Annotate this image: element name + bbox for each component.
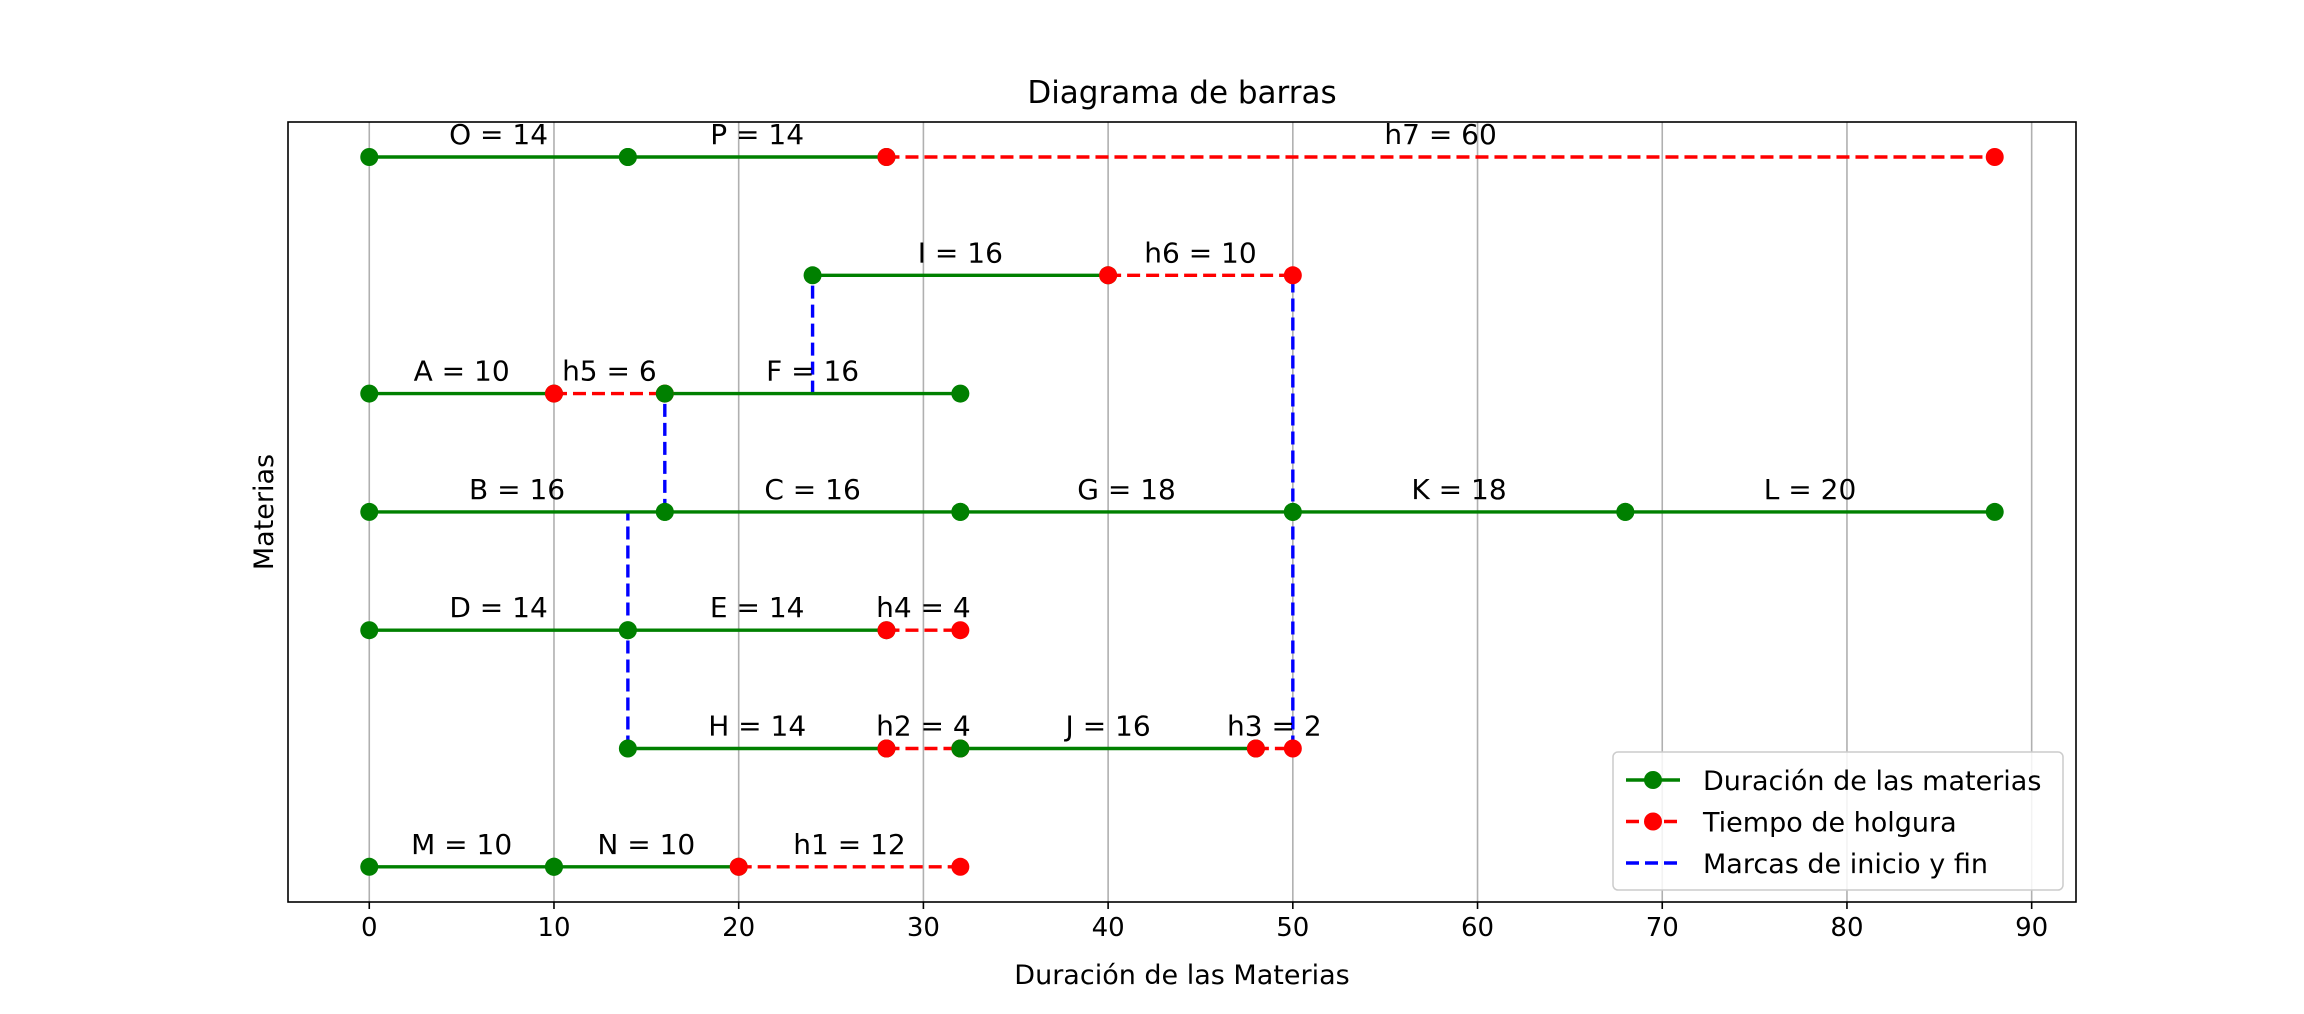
- legend: Duración de las materias Tiempo de holgur…: [1612, 751, 2064, 891]
- slack-point: [1246, 739, 1265, 758]
- segment-label: G = 18: [1077, 473, 1176, 506]
- duration-point: [655, 384, 674, 403]
- legend-marker-duration: [1644, 771, 1662, 789]
- slack-point: [877, 739, 896, 758]
- slack-point: [951, 857, 970, 876]
- slack-point: [877, 148, 896, 166]
- segment-label: J = 16: [1064, 710, 1151, 743]
- duration-point: [360, 502, 379, 521]
- duration-point: [360, 621, 379, 640]
- legend-label: Duración de las materias: [1703, 766, 2041, 797]
- x-tick-label: 50: [1276, 913, 1309, 943]
- x-tick-label: 30: [907, 913, 940, 943]
- legend-label: Tiempo de holgura: [1702, 808, 1957, 839]
- segment-label: M = 10: [411, 828, 512, 861]
- segment-label: h1 = 12: [793, 828, 905, 861]
- duration-point: [655, 502, 674, 521]
- segment-label: C = 16: [764, 473, 860, 506]
- slack-point: [1283, 739, 1302, 758]
- duration-point: [544, 857, 563, 876]
- legend-label: Marcas de inicio y fin: [1703, 849, 1988, 880]
- slack-point: [877, 621, 896, 640]
- segment-points: [360, 148, 2004, 876]
- slack-point: [1099, 266, 1118, 285]
- segment-label: h3 = 2: [1227, 710, 1322, 743]
- duration-point: [1616, 502, 1635, 521]
- x-tick-label: 60: [1461, 913, 1494, 943]
- x-tick-label: 40: [1092, 913, 1125, 943]
- segment-label: h7 = 60: [1384, 118, 1496, 151]
- duration-point: [951, 384, 970, 403]
- duration-point: [618, 148, 637, 166]
- segment-label: F = 16: [766, 355, 859, 388]
- legend-marker-slack: [1644, 812, 1662, 831]
- duration-point: [1283, 502, 1302, 521]
- slack-point: [1283, 266, 1302, 285]
- segment-label: D = 14: [449, 591, 547, 624]
- duration-point: [360, 148, 379, 166]
- segment-label: P = 14: [710, 118, 804, 151]
- x-tick-label: 90: [2015, 913, 2048, 943]
- slack-point: [544, 384, 563, 403]
- segment-label: H = 14: [708, 710, 806, 743]
- segment-label: K = 18: [1411, 473, 1506, 506]
- x-tick-label: 80: [1830, 913, 1863, 943]
- slack-point: [729, 857, 748, 876]
- x-tick-label: 20: [722, 913, 755, 943]
- legend-box: [1612, 751, 2064, 891]
- duration-point: [618, 621, 637, 640]
- x-tick-label: 70: [1646, 913, 1679, 943]
- x-axis-label: Duración de las Materias: [1014, 960, 1349, 991]
- x-tick-label: 10: [537, 913, 570, 943]
- duration-point: [360, 384, 379, 403]
- duration-point: [951, 502, 970, 521]
- segment-label: E = 14: [710, 591, 805, 624]
- segment-label: h4 = 4: [876, 591, 971, 624]
- segment-lines: [369, 155, 1995, 869]
- chart-title: Diagrama de barras: [1027, 75, 1336, 111]
- y-axis-label: Materias: [249, 454, 280, 570]
- segment-label: h2 = 4: [876, 710, 971, 743]
- segment-label: B = 16: [469, 473, 565, 506]
- slack-point: [951, 621, 970, 640]
- segment-label: h5 = 6: [562, 355, 657, 388]
- segment-label: A = 10: [414, 355, 510, 388]
- segment-label: O = 14: [449, 118, 548, 151]
- segment-label: L = 20: [1764, 473, 1857, 506]
- duration-point: [1985, 502, 2004, 521]
- duration-point: [618, 739, 637, 758]
- x-tick-label: 0: [361, 913, 378, 943]
- segment-label: I = 16: [918, 236, 1003, 269]
- segment-label: h6 = 10: [1144, 236, 1256, 269]
- slack-point: [1985, 148, 2004, 166]
- duration-point: [360, 857, 379, 876]
- segment-label: N = 10: [597, 828, 695, 861]
- legend-entries: Duración de las materias Tiempo de holgur…: [1626, 766, 2041, 880]
- segment-labels: O = 14 P = 14 h7 = 60 I = 16 h6 = 10 A = 10 h5…: [411, 118, 1856, 861]
- duration-point: [803, 266, 822, 285]
- plot-frame: [287, 121, 2077, 903]
- duration-point: [951, 739, 970, 758]
- x-axis-ticks: 0 10 20 30 40 50 60 70 80 90: [361, 902, 2048, 943]
